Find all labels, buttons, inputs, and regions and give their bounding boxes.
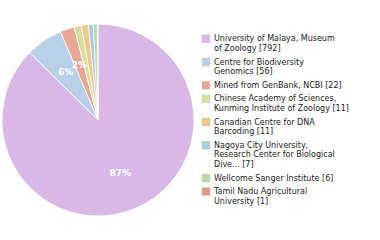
legend-swatch [202, 58, 210, 66]
legend-label: Canadian Centre for DNABarcoding [11] [214, 118, 315, 137]
chart: 87%6%2% University of Malaya, Museumof Zo… [0, 0, 380, 240]
legend-label: Centre for BiodiversityGenomics [56] [214, 58, 304, 77]
legend-label: Tamil Nadu AgriculturalUniversity [1] [213, 187, 307, 206]
legend-swatch [202, 118, 210, 126]
pie-slice [88, 24, 98, 120]
pie-slice [97, 24, 99, 120]
legend: University of Malaya, Museumof Zoology [… [202, 34, 349, 205]
pie-slice [93, 24, 98, 120]
legend-swatch [202, 95, 210, 103]
legend-label: Wellcome Sanger Institute [6] [214, 174, 333, 183]
legend-label: Nagoya City University,Research Center f… [214, 141, 335, 169]
data-label: 2% [72, 60, 87, 70]
legend-swatch [202, 81, 210, 89]
legend-label: Mined from GenBank, NCBI [22] [214, 81, 342, 90]
slices [2, 24, 194, 216]
pie-slice [81, 24, 98, 120]
legend-swatch [202, 35, 210, 43]
pie-slice [2, 24, 194, 216]
data-label: 87% [109, 168, 131, 178]
legend-swatch [202, 188, 210, 196]
data-labels: 87%6%2% [58, 60, 131, 178]
legend-label: University of Malaya, Museumof Zoology [… [214, 34, 335, 53]
legend-swatch [202, 174, 210, 182]
legend-swatch [202, 141, 210, 149]
legend-label: Chinese Academy of Sciences,Kunming Inst… [214, 94, 349, 113]
